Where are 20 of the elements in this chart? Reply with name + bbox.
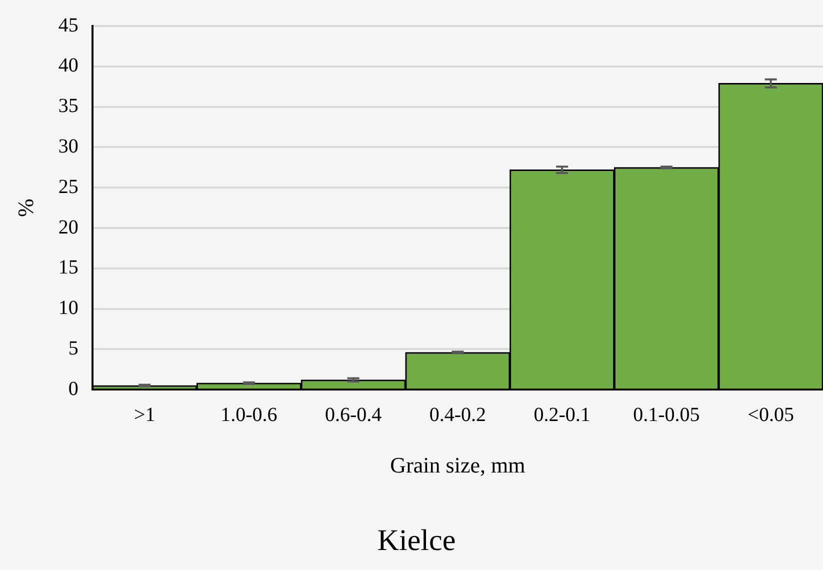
y-tick-label: 45 xyxy=(58,14,78,36)
x-tick-label: 0.6-0.4 xyxy=(324,404,382,426)
y-tick-label: 0 xyxy=(68,378,78,400)
y-tick-label: 15 xyxy=(58,256,78,279)
x-tick-label: >1 xyxy=(134,404,156,426)
y-tick-label: 35 xyxy=(58,95,78,118)
y-tick-label: 25 xyxy=(58,176,78,198)
y-axis-title: % xyxy=(12,198,38,217)
x-axis-title: Grain size, mm xyxy=(390,452,526,478)
x-tick-label: 0.2-0.1 xyxy=(534,404,590,426)
text: Kielce xyxy=(377,524,456,557)
y-tick-label: 30 xyxy=(58,135,78,158)
y-tick-label: 10 xyxy=(58,297,78,320)
y-tick-label: 40 xyxy=(58,54,78,77)
x-tick-label: 0.1-0.05 xyxy=(633,404,700,426)
x-tick-label: <0.05 xyxy=(748,404,794,426)
y-tick-label: 5 xyxy=(68,337,78,360)
x-tick-label: 1.0-0.6 xyxy=(220,404,278,426)
y-tick-label: 20 xyxy=(58,216,78,238)
x-tick-label: 0.4-0.2 xyxy=(429,404,486,426)
